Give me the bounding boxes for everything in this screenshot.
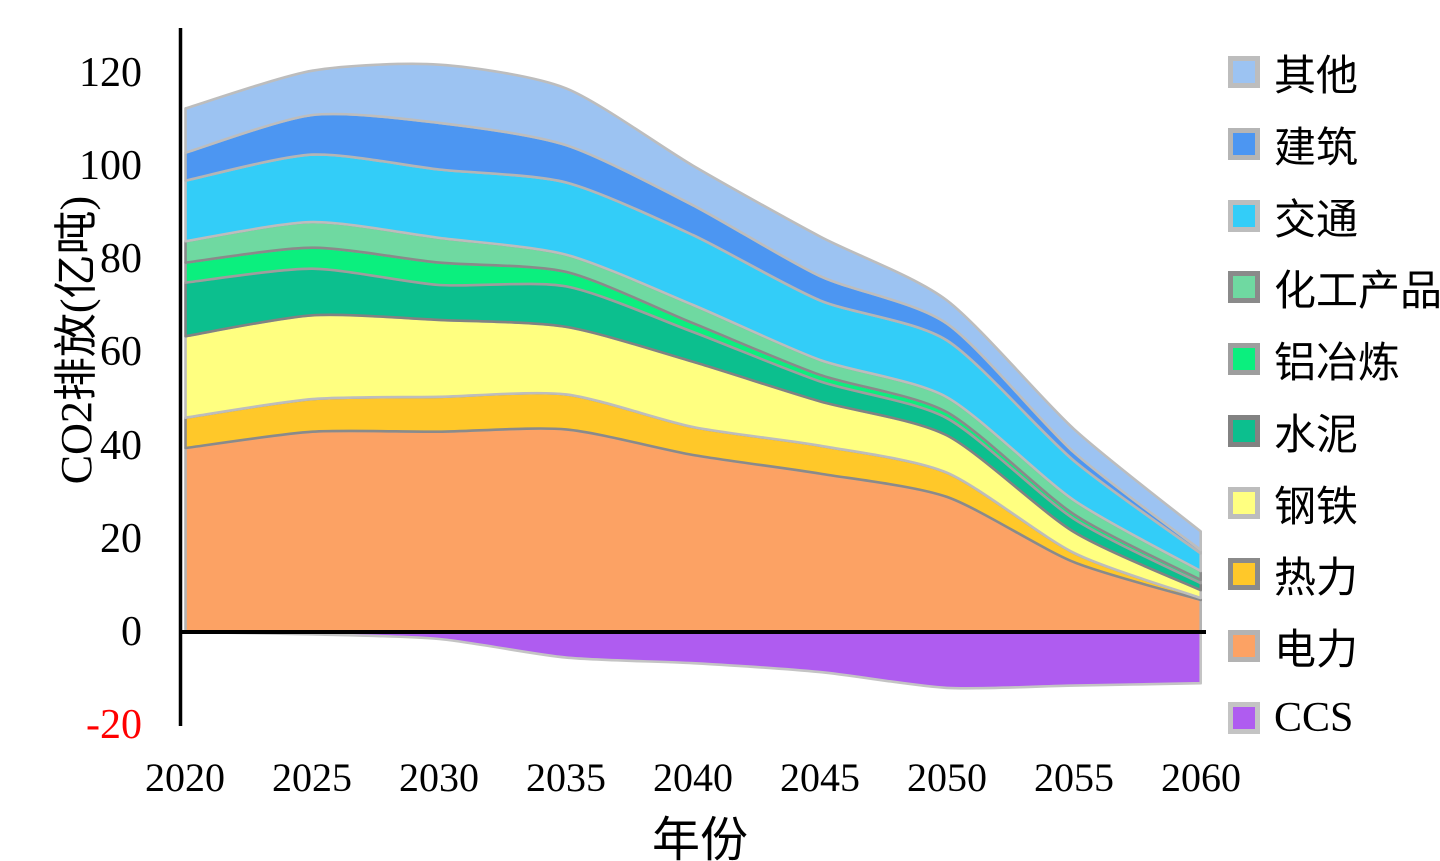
y-tick-40: 40 bbox=[100, 423, 142, 469]
y-tick-0: 0 bbox=[121, 609, 142, 655]
legend-label-dianli: 电力 bbox=[1274, 627, 1359, 674]
legend-label-jianzhu: 建筑 bbox=[1274, 125, 1359, 172]
y-axis-title: CO2排放(亿吨) bbox=[52, 195, 101, 485]
legend-label-huagong: 化工产品 bbox=[1274, 268, 1440, 315]
legend-swatch-reli bbox=[1228, 558, 1260, 590]
y-tick-20: 20 bbox=[100, 516, 142, 562]
legend-swatch-dianli bbox=[1228, 630, 1260, 662]
x-tick-2045: 2045 bbox=[780, 755, 860, 800]
x-axis-title: 年份 bbox=[651, 814, 748, 861]
legend-label-gangtie: 钢铁 bbox=[1274, 484, 1359, 531]
x-tick-2030: 2030 bbox=[399, 755, 479, 800]
x-tick-2035: 2035 bbox=[526, 755, 606, 800]
legend-swatch-qita bbox=[1228, 56, 1260, 88]
x-tick-2055: 2055 bbox=[1034, 755, 1114, 800]
area-band-其他 bbox=[184, 62, 1202, 552]
legend-item-shuini: 水泥 bbox=[1228, 407, 1358, 459]
legend-item-gangtie: 钢铁 bbox=[1228, 479, 1358, 531]
legend-item-jiaotong: 交通 bbox=[1228, 192, 1358, 244]
x-tick-2040: 2040 bbox=[653, 755, 733, 800]
legend-label-jiaotong: 交通 bbox=[1274, 197, 1359, 244]
legend-label-ccs: CCS bbox=[1274, 695, 1354, 741]
y-tick-neg20: -20 bbox=[86, 702, 142, 748]
legend-swatch-lvyelian bbox=[1228, 343, 1260, 375]
legend-item-jianzhu: 建筑 bbox=[1228, 120, 1358, 172]
y-tick-80: 80 bbox=[100, 236, 142, 282]
legend-label-qita: 其他 bbox=[1274, 53, 1359, 100]
legend-item-dianli: 电力 bbox=[1228, 622, 1358, 674]
x-tick-2025: 2025 bbox=[272, 755, 352, 800]
legend-item-ccs: CCS bbox=[1228, 694, 1353, 742]
legend-swatch-shuini bbox=[1228, 415, 1260, 447]
area-band-CCS bbox=[184, 630, 1202, 690]
legend-item-qita: 其他 bbox=[1228, 48, 1358, 100]
legend-swatch-huagong bbox=[1228, 271, 1260, 303]
legend-swatch-jianzhu bbox=[1228, 128, 1260, 160]
legend-item-lvyelian: 铝冶炼 bbox=[1228, 335, 1400, 387]
y-tick-120: 120 bbox=[79, 50, 142, 96]
y-tick-60: 60 bbox=[100, 329, 142, 375]
x-tick-2060: 2060 bbox=[1161, 755, 1241, 800]
x-tick-2050: 2050 bbox=[907, 755, 987, 800]
legend-label-reli: 热力 bbox=[1274, 555, 1359, 602]
legend-swatch-jiaotong bbox=[1228, 200, 1260, 232]
legend-swatch-gangtie bbox=[1228, 487, 1260, 519]
legend-swatch-ccs bbox=[1228, 702, 1260, 734]
legend-item-reli: 热力 bbox=[1228, 550, 1358, 602]
x-tick-2020: 2020 bbox=[145, 755, 225, 800]
legend-item-huagong: 化工产品 bbox=[1228, 263, 1440, 315]
legend-label-lvyelian: 铝冶炼 bbox=[1274, 340, 1401, 387]
y-tick-100: 100 bbox=[79, 143, 142, 189]
legend: 其他 建筑 交通 化工产品 铝冶炼 水泥 钢铁 热力 bbox=[1228, 0, 1440, 861]
legend-label-shuini: 水泥 bbox=[1274, 412, 1359, 459]
